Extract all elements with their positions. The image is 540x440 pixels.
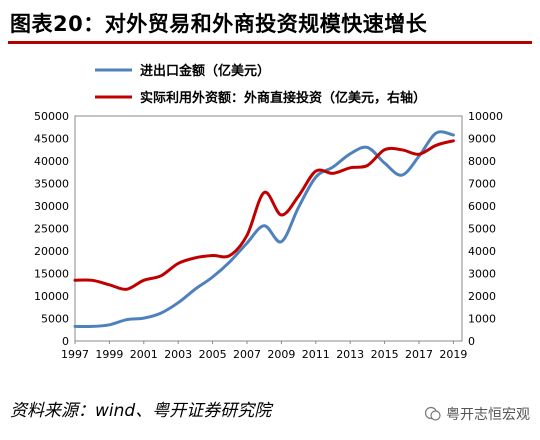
x-tick-label: 2003 bbox=[164, 348, 192, 361]
x-tick-label: 2017 bbox=[405, 348, 433, 361]
series-fdi-line bbox=[73, 139, 455, 291]
y-left-tick-label: 45000 bbox=[34, 133, 69, 146]
y-left-tick-label: 0 bbox=[62, 335, 69, 348]
y-right-tick-label: 0 bbox=[468, 335, 475, 348]
y-right-tick-label: 5000 bbox=[468, 223, 496, 236]
y-right-tick-label: 7000 bbox=[468, 178, 496, 191]
title-bar: 图表20：对外贸易和外商投资规模快速增长 bbox=[8, 2, 532, 44]
y-right-tick-label: 9000 bbox=[468, 133, 496, 146]
series-trade-line bbox=[73, 130, 455, 329]
source-note: 资料来源：wind、粤开证券研究院 bbox=[10, 401, 272, 421]
x-tick-label: 1999 bbox=[95, 348, 123, 361]
y-right-tick-label: 1000 bbox=[468, 313, 496, 326]
legend-label-fdi: 实际利用外资额：外商直接投资（亿美元，右轴） bbox=[140, 90, 426, 106]
y-left-tick-label: 10000 bbox=[34, 290, 69, 303]
y-left-tick-label: 5000 bbox=[41, 313, 69, 326]
legend-label-trade: 进出口金额（亿美元） bbox=[140, 63, 270, 79]
y-right-tick-label: 3000 bbox=[468, 268, 496, 281]
x-tick-label: 2009 bbox=[267, 348, 295, 361]
x-tick-label: 2007 bbox=[233, 348, 261, 361]
y-left-tick-label: 40000 bbox=[34, 155, 69, 168]
wechat-icon bbox=[424, 406, 441, 421]
watermark-text: 粤开志恒宏观 bbox=[446, 407, 530, 423]
x-tick-label: 2001 bbox=[130, 348, 158, 361]
y-right-tick-label: 6000 bbox=[468, 200, 496, 213]
y-left-tick-label: 30000 bbox=[34, 200, 69, 213]
x-tick-label: 2015 bbox=[371, 348, 399, 361]
y-left-tick-label: 50000 bbox=[34, 110, 69, 123]
x-tick-label: 1997 bbox=[61, 348, 89, 361]
x-tick-label: 2011 bbox=[302, 348, 330, 361]
y-left-tick-label: 35000 bbox=[34, 178, 69, 191]
y-left-tick-label: 25000 bbox=[34, 223, 69, 236]
y-right-tick-label: 8000 bbox=[468, 155, 496, 168]
plot-frame bbox=[74, 115, 463, 342]
y-right-tick-label: 4000 bbox=[468, 245, 496, 258]
x-tick-label: 2019 bbox=[439, 348, 467, 361]
y-right-tick-label: 10000 bbox=[468, 110, 503, 123]
x-tick-label: 2005 bbox=[199, 348, 227, 361]
y-right-tick-label: 2000 bbox=[468, 290, 496, 303]
x-tick-label: 2013 bbox=[336, 348, 364, 361]
watermark: 粤开志恒宏观 bbox=[424, 404, 530, 424]
y-left-tick-label: 15000 bbox=[34, 268, 69, 281]
y-left-tick-label: 20000 bbox=[34, 245, 69, 258]
chart-title: 图表20：对外贸易和外商投资规模快速增长 bbox=[10, 12, 428, 36]
